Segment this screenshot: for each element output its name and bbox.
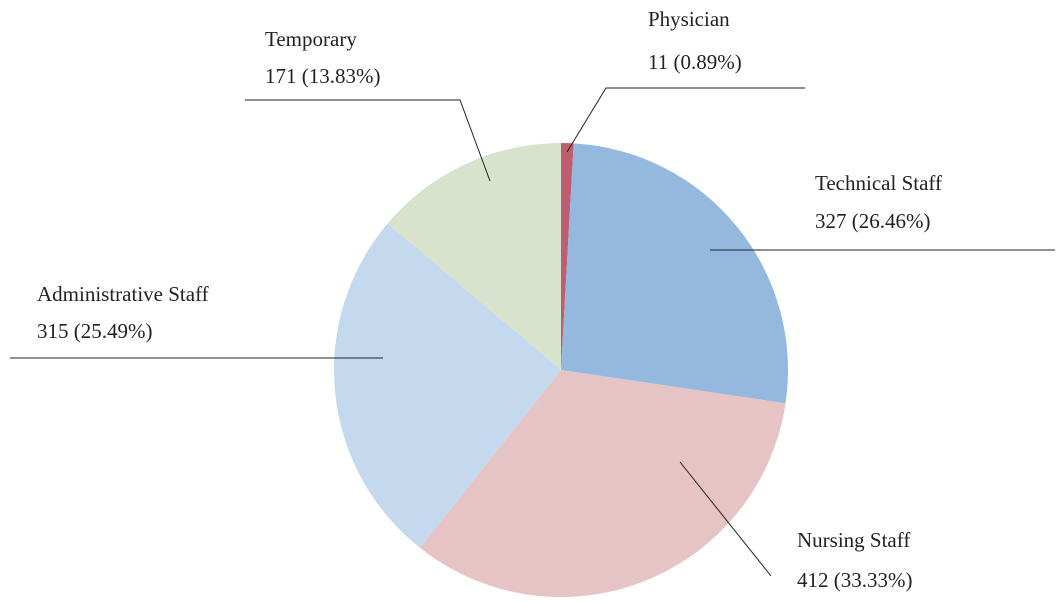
slice-label: Technical Staff bbox=[815, 171, 942, 195]
slice-value-label: 11 (0.89%) bbox=[648, 50, 742, 74]
slice-label: Administrative Staff bbox=[37, 282, 209, 306]
slice-label: Physician bbox=[648, 7, 730, 31]
slice-value-label: 327 (26.46%) bbox=[815, 209, 930, 233]
pie-slice bbox=[334, 223, 561, 548]
slice-value-label: 171 (13.83%) bbox=[265, 64, 380, 88]
slice-label: Temporary bbox=[265, 27, 357, 51]
pie-slice bbox=[419, 370, 786, 597]
slice-value-label: 315 (25.49%) bbox=[37, 319, 152, 343]
leader-line bbox=[566, 87, 805, 153]
slice-value-label: 412 (33.33%) bbox=[797, 568, 912, 592]
pie-slice bbox=[561, 143, 789, 404]
leader-line bbox=[245, 99, 491, 182]
pie-slice bbox=[561, 143, 574, 370]
pie-slice bbox=[387, 143, 561, 370]
slice-label: Nursing Staff bbox=[797, 528, 910, 552]
leader-line bbox=[679, 461, 772, 577]
